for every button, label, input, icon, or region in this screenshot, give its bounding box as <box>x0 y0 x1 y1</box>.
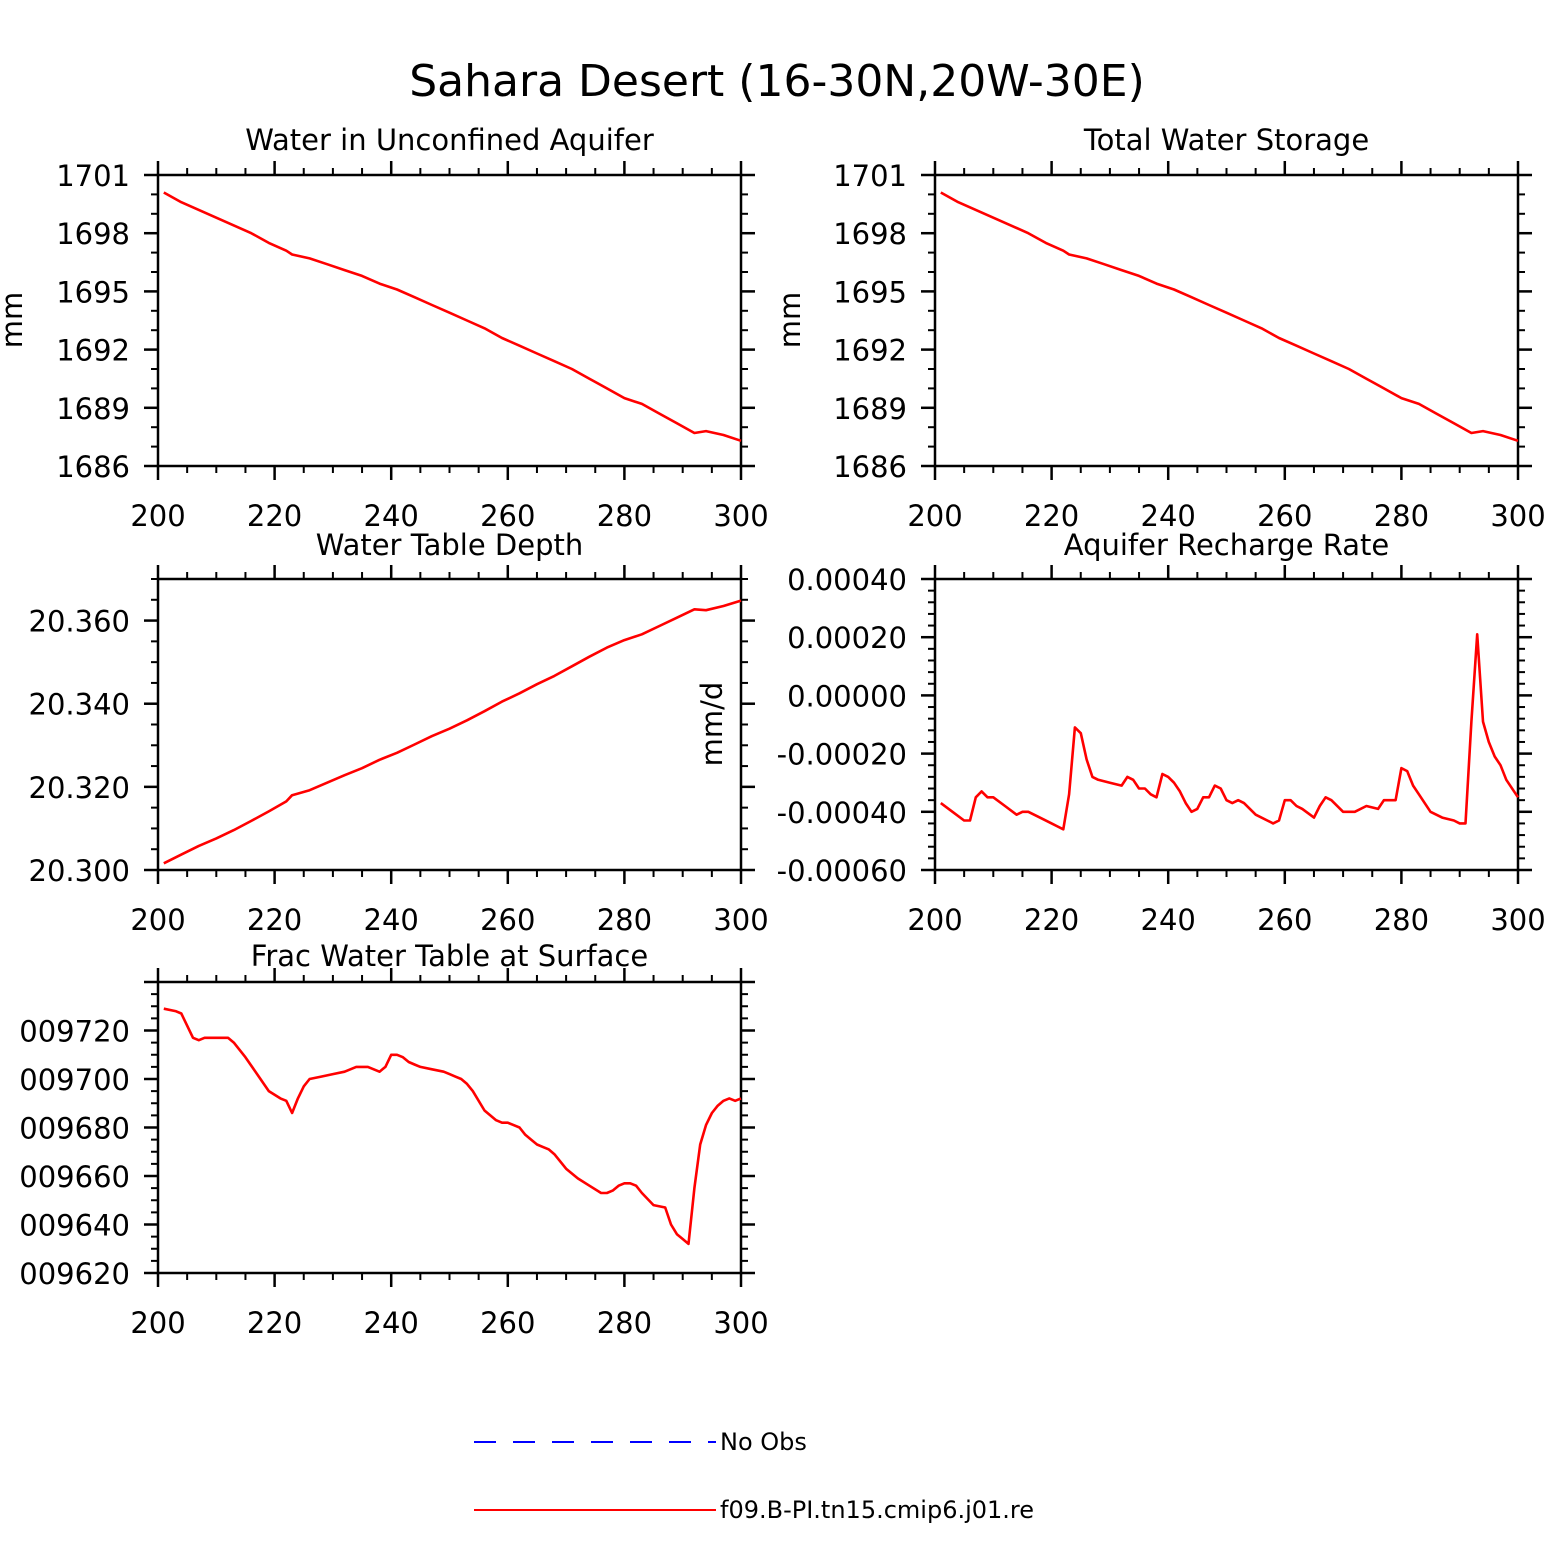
panel-title: Water Table Depth <box>316 528 584 562</box>
series-line <box>940 191 1519 443</box>
x-tick-label: 300 <box>713 903 768 937</box>
y-tick-label: 1698 <box>833 217 907 251</box>
plot-frame <box>156 577 743 872</box>
y-tick-label: 0.00020 <box>787 621 907 655</box>
legend-label: f09.B-PI.tn15.cmip6.j01.re <box>720 1496 1034 1524</box>
x-tick-label: 300 <box>1490 499 1545 533</box>
y-tick-label: 009720 <box>19 1015 130 1049</box>
y-tick-label: 009640 <box>19 1209 130 1243</box>
y-tick-label: 1695 <box>833 275 907 309</box>
series-line <box>163 1007 742 1246</box>
x-tick-label: 300 <box>713 1306 768 1340</box>
y-tick-label: 0.00000 <box>787 679 907 713</box>
figure-title: Sahara Desert (16-30N,20W-30E) <box>409 56 1145 107</box>
y-axis-label: mm/d <box>695 682 729 767</box>
panel-3: Water Table Depth 200 220 240 260 280 300 20.30… <box>29 528 769 937</box>
x-tick-label: 220 <box>247 1306 302 1340</box>
x-tick-label: 200 <box>907 499 962 533</box>
y-tick-label: 1689 <box>833 392 907 426</box>
y-tick-label: 1692 <box>833 334 907 368</box>
y-axis-label: mm <box>0 292 29 349</box>
x-tick-label: 260 <box>480 1306 535 1340</box>
y-tick-label: 0.00040 <box>787 563 907 597</box>
y-tick-label: 1698 <box>56 217 130 251</box>
y-tick-label: 20.340 <box>29 688 130 722</box>
x-tick-label: 300 <box>713 499 768 533</box>
x-tick-label: 280 <box>597 1306 652 1340</box>
panel-title: Water in Unconfined Aquifer <box>245 123 654 157</box>
y-tick-label: 20.360 <box>29 605 130 639</box>
y-axis-label: mm <box>773 292 807 349</box>
legend-label: No Obs <box>720 1428 807 1456</box>
x-tick-label: 200 <box>907 903 962 937</box>
y-tick-label: -0.00040 <box>777 796 907 830</box>
x-tick-label: 260 <box>1257 499 1312 533</box>
plot-frame <box>156 980 743 1275</box>
series-line <box>163 599 742 865</box>
panel-title: Total Water Storage <box>1083 123 1369 157</box>
y-tick-label: 1692 <box>56 334 130 368</box>
panel-title: Aquifer Recharge Rate <box>1064 528 1390 562</box>
y-tick-label: 1701 <box>833 159 907 193</box>
x-tick-label: 240 <box>1141 499 1196 533</box>
x-tick-label: 280 <box>1374 499 1429 533</box>
y-tick-label: 20.300 <box>29 854 130 888</box>
x-tick-label: 280 <box>597 903 652 937</box>
x-tick-label: 220 <box>247 903 302 937</box>
plot-frame <box>933 577 1520 872</box>
y-tick-label: 009620 <box>19 1257 130 1291</box>
panel-2: Total Water Storage 200 220 240 260 280 300 168… <box>773 123 1546 533</box>
panel-5: Frac Water Table at Surface 200 220 240 260 2… <box>19 939 768 1340</box>
legend: No Obs f09.B-PI.tn15.cmip6.j01.re <box>474 1428 1034 1524</box>
y-tick-label: -0.00060 <box>777 854 907 888</box>
panels: Water in Unconfined Aquifer 200 220 240 260 2… <box>0 123 1546 1340</box>
y-tick-label: 1701 <box>56 159 130 193</box>
x-tick-label: 220 <box>1024 903 1079 937</box>
x-tick-label: 260 <box>480 499 535 533</box>
x-tick-label: 260 <box>1257 903 1312 937</box>
series-line <box>163 191 742 443</box>
x-tick-label: 240 <box>364 903 419 937</box>
panel-title: Frac Water Table at Surface <box>251 939 648 973</box>
y-tick-label: 009680 <box>19 1112 130 1146</box>
x-tick-label: 280 <box>597 499 652 533</box>
panel-1: Water in Unconfined Aquifer 200 220 240 260 2… <box>0 123 769 533</box>
plot-frame <box>156 173 743 468</box>
x-tick-label: 240 <box>364 499 419 533</box>
x-tick-label: 220 <box>1024 499 1079 533</box>
x-tick-label: 220 <box>247 499 302 533</box>
y-tick-label: 20.320 <box>29 771 130 805</box>
y-tick-label: 009700 <box>19 1063 130 1097</box>
x-tick-label: 280 <box>1374 903 1429 937</box>
y-tick-label: 1695 <box>56 275 130 309</box>
plot-frame <box>933 173 1520 468</box>
x-tick-label: 240 <box>364 1306 419 1340</box>
y-tick-label: 009660 <box>19 1160 130 1194</box>
x-tick-label: 200 <box>130 1306 185 1340</box>
x-tick-label: 260 <box>480 903 535 937</box>
x-tick-label: 300 <box>1490 903 1545 937</box>
x-tick-label: 200 <box>130 499 185 533</box>
series-line <box>940 633 1520 831</box>
y-tick-label: 1686 <box>833 450 907 484</box>
y-tick-label: 1689 <box>56 392 130 426</box>
y-tick-label: 1686 <box>56 450 130 484</box>
x-tick-label: 200 <box>130 903 185 937</box>
x-tick-label: 240 <box>1141 903 1196 937</box>
y-tick-label: -0.00020 <box>777 738 907 772</box>
